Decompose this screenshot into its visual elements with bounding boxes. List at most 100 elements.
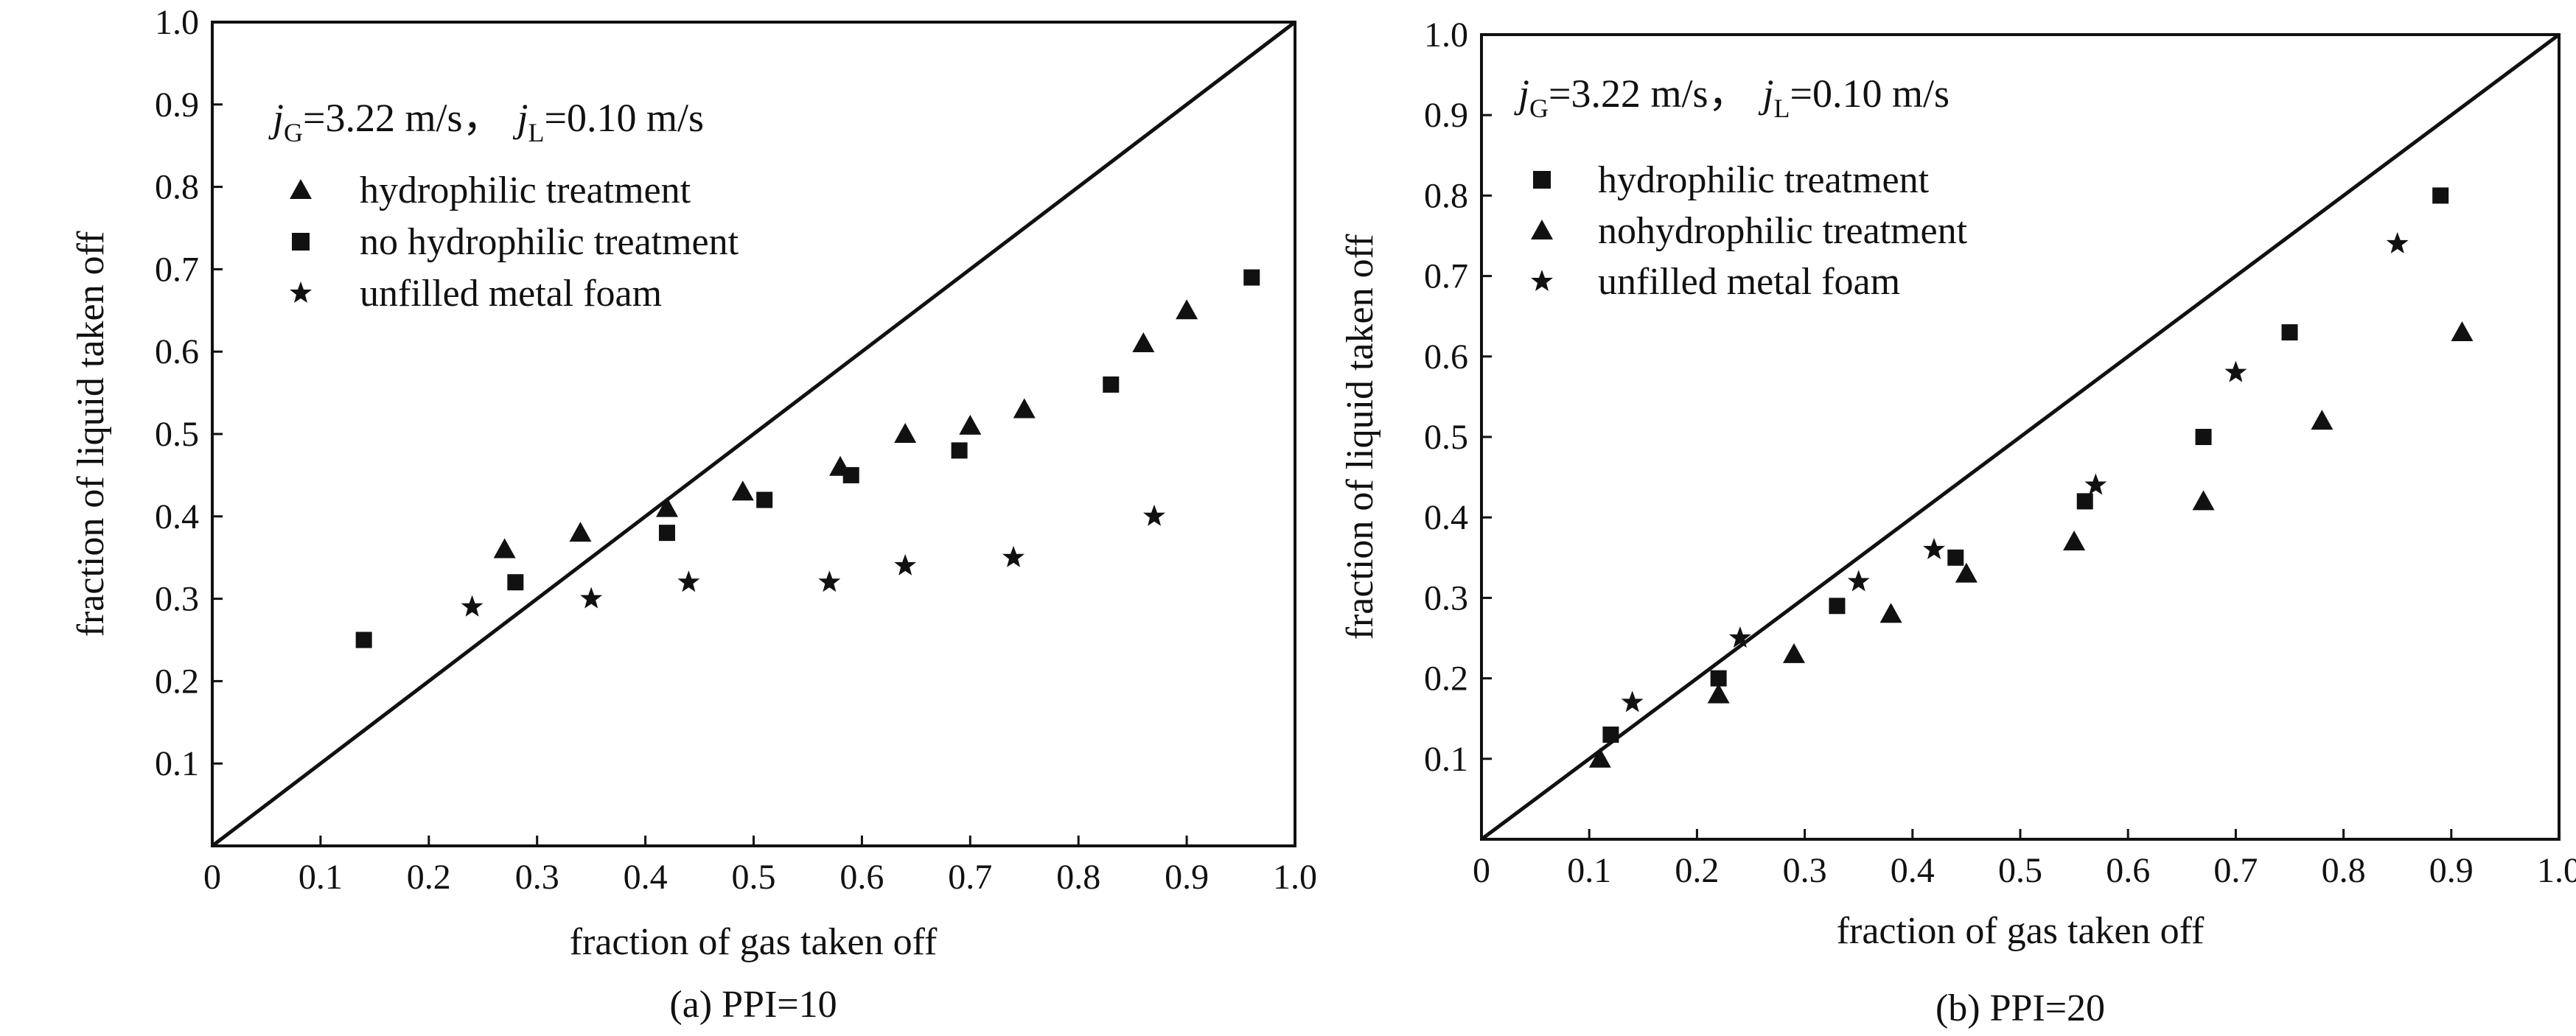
x-tick-label: 0.9 bbox=[2429, 851, 2474, 890]
x-tick-label: 0.2 bbox=[1675, 851, 1719, 890]
y-tick-label: 1.0 bbox=[1424, 15, 1468, 55]
data-point-square bbox=[1103, 376, 1120, 393]
y-tick-label: 0.2 bbox=[1424, 659, 1468, 699]
data-point-star bbox=[2084, 473, 2107, 495]
data-point-triangle bbox=[1132, 332, 1155, 353]
panel-b: 0 0.1 0.2 0.3 0.4 0.5 0.6 0.7 0.8 0.9 1.0 0.1 0.2 0.3… bbox=[1339, 15, 2576, 1029]
legend-marker-triangle-icon bbox=[290, 179, 312, 199]
data-point-star bbox=[894, 553, 917, 575]
legend-marker-star-icon bbox=[1531, 270, 1553, 291]
data-point-star bbox=[1923, 537, 1946, 559]
y-tick-label: 0.7 bbox=[155, 250, 199, 289]
legend-marker-square-icon bbox=[292, 233, 310, 251]
x-tick-label: 0.1 bbox=[1567, 851, 1611, 890]
x-tick-label: 0.6 bbox=[2106, 851, 2150, 890]
x-tick-label: 0.7 bbox=[948, 858, 992, 897]
data-point-triangle bbox=[493, 538, 516, 559]
data-point-square bbox=[2432, 187, 2449, 204]
data-point-square bbox=[756, 491, 773, 508]
data-point-triangle bbox=[655, 497, 678, 517]
data-point-triangle bbox=[894, 423, 917, 443]
data-point-star bbox=[1143, 504, 1166, 526]
x-tick-label: 0.5 bbox=[732, 858, 776, 897]
y-tick-label: 1.0 bbox=[155, 3, 199, 42]
y-tick-label: 0.5 bbox=[1424, 418, 1468, 457]
x-tick-label: 0.3 bbox=[1783, 851, 1827, 890]
legend-label-hydrophilic: hydrophilic treatment bbox=[1598, 159, 1930, 201]
legend: hydrophilic treatment nohydrophilic trea… bbox=[1531, 159, 1968, 303]
caption: (b) PPI=20 bbox=[1936, 987, 2105, 1029]
data-point-square bbox=[951, 442, 968, 459]
data-point-triangle bbox=[1955, 562, 1978, 583]
data-point-square bbox=[1710, 670, 1727, 687]
data-point-triangle bbox=[2311, 410, 2334, 430]
y-axis-label: fraction of liquid taken off bbox=[1339, 234, 1381, 640]
data-point-triangle bbox=[1782, 643, 1805, 663]
data-point-square bbox=[1243, 269, 1260, 286]
y-tick-label: 0.5 bbox=[155, 415, 199, 454]
legend-label-no-hydrophilic: no hydrophilic treatment bbox=[360, 221, 739, 263]
marks-layer: 0 0.1 0.2 0.3 0.4 0.5 0.6 0.7 0.8 0.9 1.0 0.1 0.2 0.3… bbox=[155, 3, 1317, 897]
panel-a: 0 0.1 0.2 0.3 0.4 0.5 0.6 0.7 0.8 0.9 1.0 0.1 0.2 0.3… bbox=[70, 3, 1317, 1026]
data-point-triangle bbox=[1176, 299, 1198, 320]
data-point-square bbox=[1602, 727, 1619, 743]
data-point-square bbox=[2076, 493, 2093, 510]
data-point-triangle bbox=[731, 480, 754, 501]
x-tick-label: 1.0 bbox=[2537, 851, 2576, 890]
legend-label-unfilled: unfilled metal foam bbox=[1598, 261, 1900, 303]
data-point-square bbox=[658, 525, 675, 542]
data-point-star bbox=[1621, 690, 1644, 713]
data-point-triangle bbox=[1879, 603, 1902, 623]
y-tick-label: 0.8 bbox=[1424, 176, 1468, 215]
marks-layer: 0 0.1 0.2 0.3 0.4 0.5 0.6 0.7 0.8 0.9 1.0 0.1 0.2 0.3… bbox=[1424, 15, 2576, 890]
x-tick-label: 0.2 bbox=[407, 858, 451, 897]
data-point-star bbox=[2224, 360, 2247, 382]
data-point-triangle bbox=[1707, 683, 1730, 704]
data-point-triangle bbox=[2451, 321, 2474, 342]
data-point-triangle bbox=[1588, 747, 1611, 768]
x-axis-label: fraction of gas taken off bbox=[570, 921, 938, 963]
y-tick-label: 0.6 bbox=[155, 332, 199, 371]
data-point-star bbox=[1002, 545, 1025, 567]
data-point-square bbox=[2195, 429, 2212, 445]
x-tick-label: 0.1 bbox=[299, 858, 343, 897]
data-point-square bbox=[1829, 598, 1846, 615]
data-point-star bbox=[2386, 231, 2409, 253]
data-point-square bbox=[1947, 549, 1964, 566]
x-tick-label: 0 bbox=[203, 858, 221, 897]
x-tick-label: 0 bbox=[1473, 851, 1490, 890]
y-tick-label: 0.2 bbox=[155, 662, 199, 701]
caption: (a) PPI=10 bbox=[669, 984, 837, 1026]
data-point-square bbox=[2281, 324, 2298, 341]
legend: hydrophilic treatment no hydrophilic tre… bbox=[290, 169, 739, 315]
y-tick-label: 0.3 bbox=[1424, 578, 1468, 617]
data-point-triangle bbox=[1013, 398, 1036, 419]
y-tick-label: 0.4 bbox=[1424, 498, 1468, 537]
y-tick-label: 0.6 bbox=[1424, 337, 1468, 377]
data-point-star bbox=[1728, 626, 1751, 648]
legend-marker-triangle-icon bbox=[1531, 220, 1553, 239]
x-tick-label: 1.0 bbox=[1273, 858, 1317, 897]
y-tick-label: 0.8 bbox=[155, 168, 199, 207]
data-point-star bbox=[818, 570, 841, 592]
x-tick-label: 0.5 bbox=[1998, 851, 2042, 890]
data-point-square bbox=[842, 466, 859, 483]
y-tick-label: 0.9 bbox=[1424, 96, 1468, 135]
legend-label-hydrophilic: hydrophilic treatment bbox=[360, 169, 691, 211]
x-tick-label: 0.6 bbox=[840, 858, 884, 897]
reference-line bbox=[211, 21, 1296, 847]
legend-marker-star-icon bbox=[290, 281, 312, 303]
data-point-star bbox=[1847, 570, 1870, 592]
y-tick-label: 0.7 bbox=[1424, 257, 1468, 296]
y-tick-label: 0.9 bbox=[155, 85, 199, 125]
reference-line bbox=[1480, 32, 2561, 841]
data-point-square bbox=[355, 631, 372, 648]
data-point-triangle bbox=[2192, 490, 2215, 511]
legend-label-unfilled: unfilled metal foam bbox=[360, 273, 662, 315]
data-point-square bbox=[507, 574, 524, 591]
x-tick-label: 0.4 bbox=[624, 858, 668, 897]
data-point-triangle bbox=[569, 522, 592, 542]
legend-label-nohydrophilic: nohydrophilic treatment bbox=[1598, 210, 1968, 252]
x-tick-label: 0.8 bbox=[1056, 858, 1100, 897]
